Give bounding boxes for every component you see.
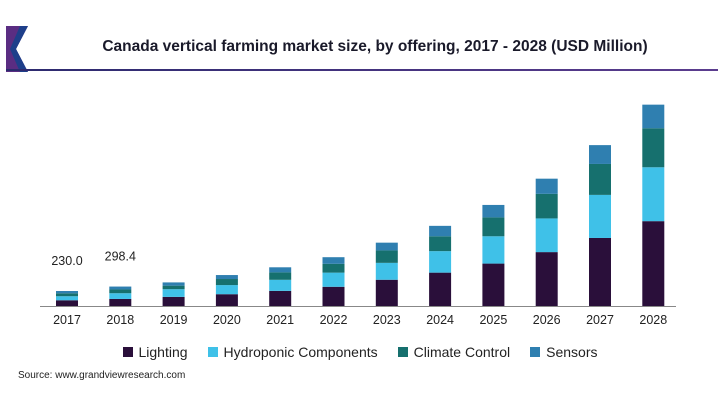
bar-sensors-2018: [109, 286, 132, 290]
x-tick-label: 2021: [266, 313, 294, 327]
bar-climate-control-2019: [162, 285, 185, 290]
legend-swatch: [397, 347, 408, 357]
bar-lighting-2018: [109, 298, 132, 306]
x-tick-label: 2022: [320, 313, 348, 327]
bar-hydroponic-components-2027: [589, 194, 611, 238]
x-tick-label: 2025: [479, 313, 507, 327]
bar-lighting-2026: [535, 252, 558, 306]
bar-sensors-2019: [162, 282, 185, 286]
x-tick-label: 2018: [106, 313, 134, 327]
bar-climate-control-2028: [642, 128, 665, 168]
bar-climate-control-2023: [375, 250, 398, 263]
bar-lighting-2017: [56, 300, 78, 306]
bar-lighting-2025: [482, 263, 505, 306]
chart-title: Canada vertical farming market size, by …: [102, 38, 648, 55]
x-tick-label: 2020: [213, 313, 241, 327]
bar-hydroponic-components-2028: [642, 167, 665, 222]
legend-item: Hydroponic Components: [207, 344, 378, 360]
bar-climate-control-2020: [215, 279, 238, 286]
bar-hydroponic-components-2026: [535, 218, 558, 253]
x-tick-label: 2028: [639, 313, 667, 327]
bar-hydroponic-components-2023: [375, 262, 398, 280]
legend-swatch: [530, 347, 541, 357]
legend-label: Climate Control: [413, 344, 511, 360]
bar-hydroponic-components-2021: [269, 279, 292, 291]
legend-swatch: [122, 347, 133, 357]
legend-label: Sensors: [546, 344, 598, 360]
bar-lighting-2021: [269, 290, 292, 306]
x-tick-label: 2027: [586, 313, 614, 327]
legend-label: Hydroponic Components: [223, 344, 378, 360]
bar-climate-control-2027: [589, 163, 611, 195]
x-tick-label: 2019: [160, 313, 188, 327]
legend-item: Sensors: [530, 344, 597, 360]
bar-hydroponic-components-2019: [162, 289, 185, 297]
bar-climate-control-2024: [429, 236, 452, 252]
legend-label: Lighting: [138, 344, 188, 360]
bar-hydroponic-components-2025: [482, 236, 505, 264]
bar-climate-control-2025: [482, 217, 505, 237]
legend: Lighting Hydroponic Components Climate Con…: [0, 344, 720, 360]
bar-lighting-2020: [215, 294, 238, 306]
bar-lighting-2019: [162, 296, 185, 306]
bar-climate-control-2017: [56, 293, 78, 297]
x-tick-label: 2017: [53, 313, 81, 327]
bar-lighting-2023: [375, 279, 398, 306]
legend-swatch: [207, 347, 218, 357]
legend-item: Lighting: [122, 344, 188, 360]
source-note: Source: www.grandviewresearch.com: [18, 370, 186, 381]
bar-sensors-2020: [215, 275, 238, 280]
bar-climate-control-2022: [322, 263, 345, 273]
bar-sensors-2026: [535, 178, 558, 194]
bar-hydroponic-components-2022: [322, 272, 345, 287]
bar-sensors-2022: [322, 257, 345, 264]
data-label: 298.4: [105, 250, 136, 264]
x-tick-label: 2026: [533, 313, 561, 327]
title-divider: [6, 69, 718, 71]
x-tick-label: 2023: [373, 313, 401, 327]
brand-logo-icon: [6, 26, 28, 72]
bar-sensors-2028: [642, 104, 665, 129]
bar-hydroponic-components-2024: [429, 251, 452, 273]
bar-lighting-2028: [642, 221, 665, 306]
bar-sensors-2027: [589, 145, 611, 164]
bar-sensors-2024: [429, 225, 452, 237]
bar-hydroponic-components-2017: [56, 296, 78, 301]
bar-lighting-2024: [429, 272, 452, 306]
bar-hydroponic-components-2018: [109, 293, 132, 299]
bar-sensors-2023: [375, 242, 398, 251]
bar-lighting-2027: [589, 237, 611, 306]
x-tick-label: 2024: [426, 313, 454, 327]
bar-climate-control-2021: [269, 272, 292, 280]
bar-sensors-2021: [269, 267, 292, 273]
bar-sensors-2017: [56, 291, 78, 294]
bar-sensors-2025: [482, 204, 505, 218]
bar-lighting-2022: [322, 286, 345, 306]
bar-climate-control-2026: [535, 193, 558, 219]
legend-item: Climate Control: [397, 344, 511, 360]
bar-hydroponic-components-2020: [215, 285, 238, 295]
data-label: 230.0: [51, 254, 82, 268]
bar-climate-control-2018: [109, 289, 132, 294]
stacked-bar-chart: 2017 2018 2019 2020 2021 2022 2023 2024 2025 2026…: [40, 104, 676, 327]
